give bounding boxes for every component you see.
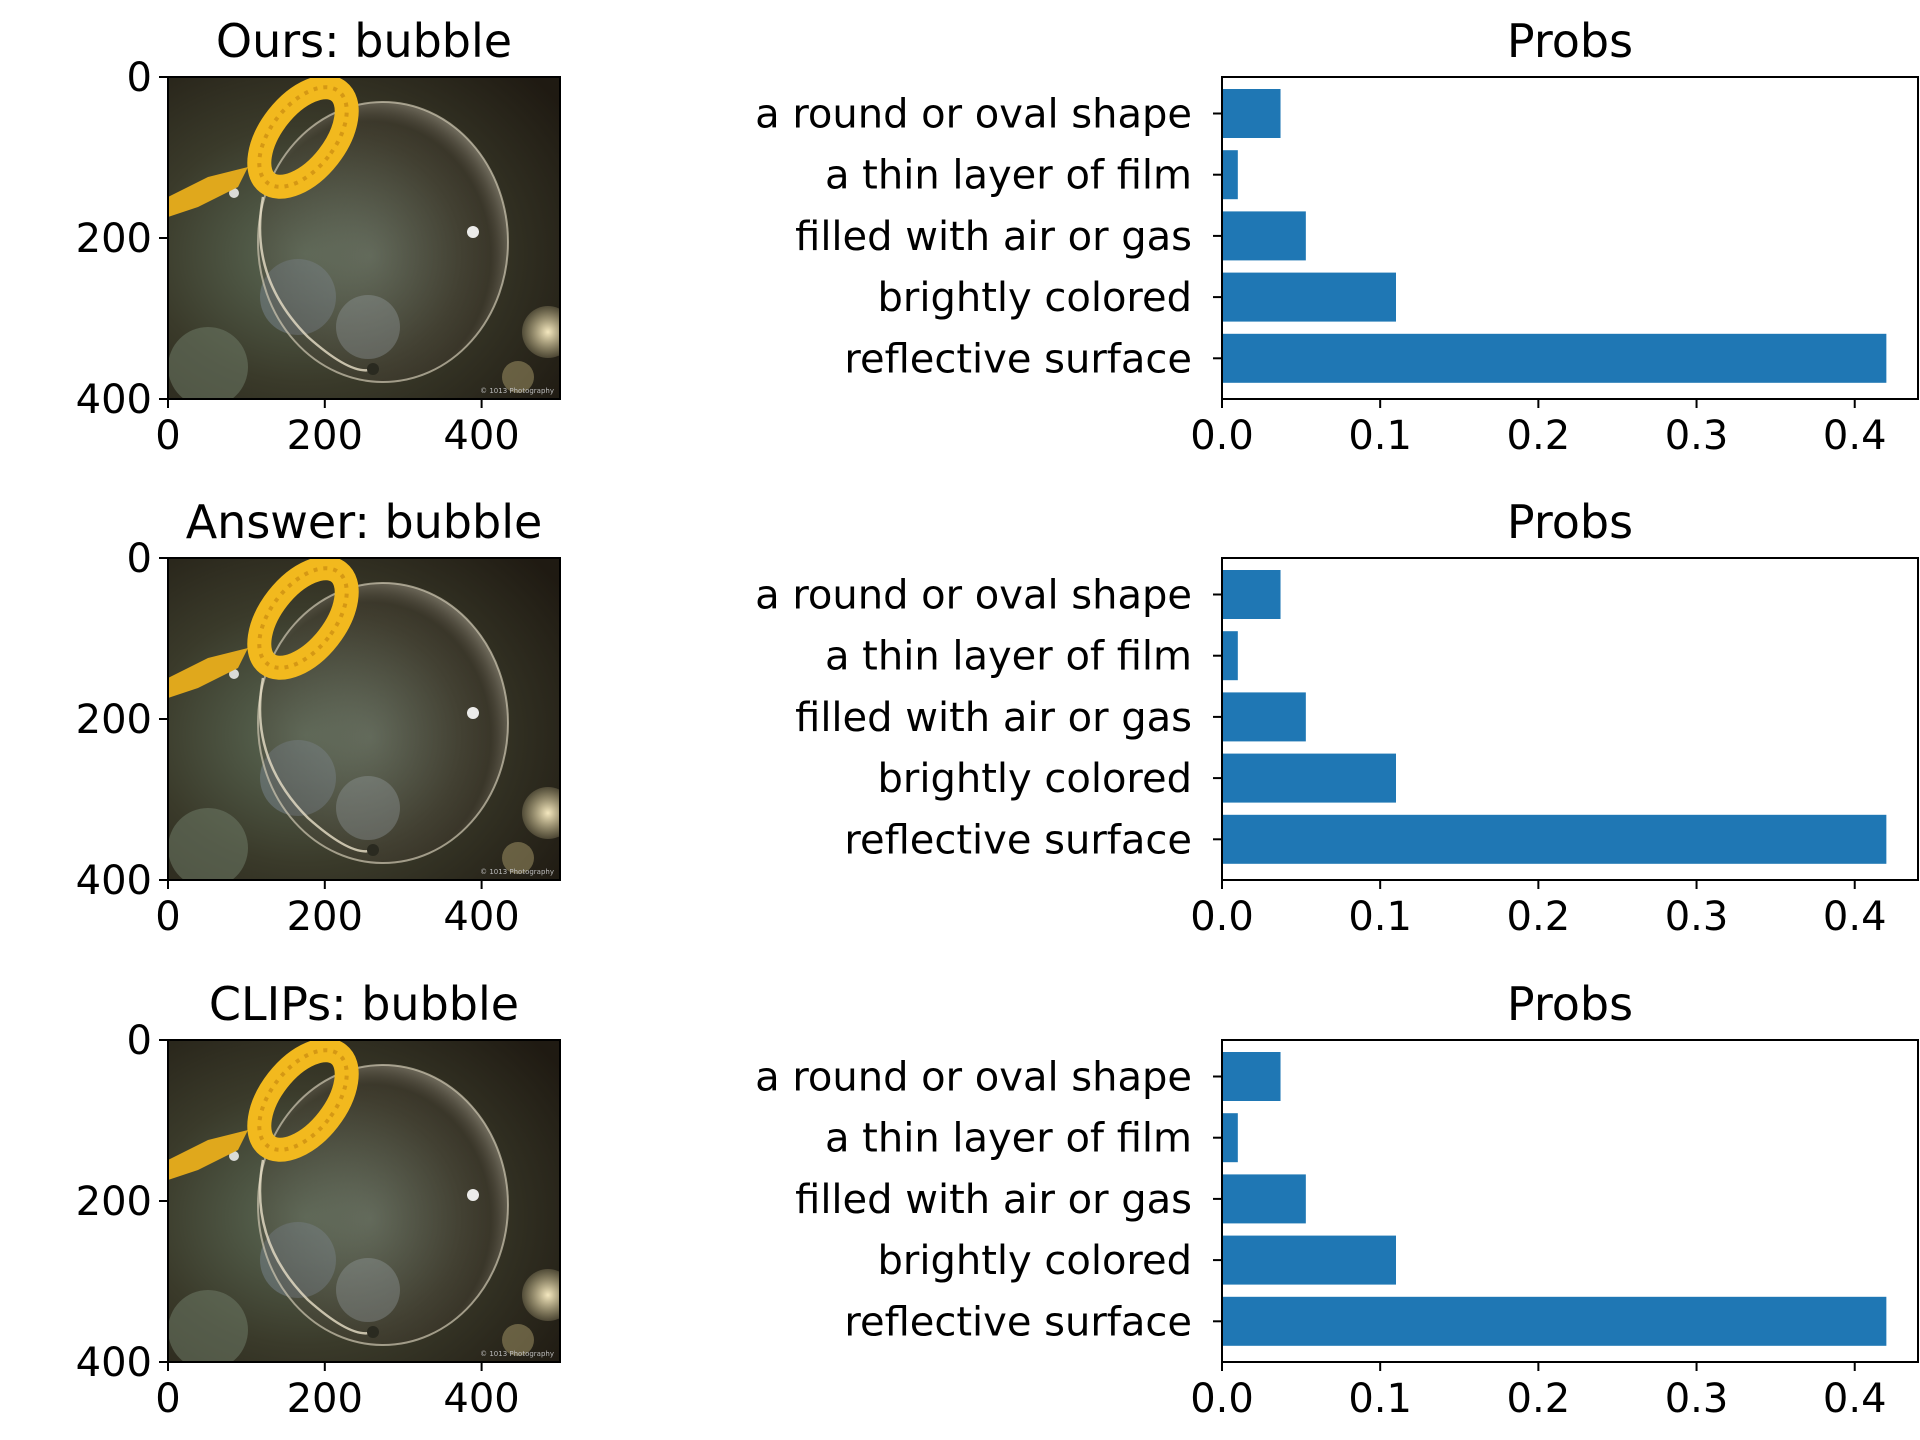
bar	[1222, 1235, 1396, 1285]
x-tick-label: 0.1	[1348, 1376, 1412, 1422]
image-title: Ours: bubble	[216, 14, 512, 68]
category-label: reflective surface	[844, 1299, 1192, 1345]
bar-chart-title: Probs	[1507, 977, 1633, 1031]
x-tick-label: 0.3	[1665, 894, 1729, 940]
x-tick-label: 400	[443, 413, 519, 459]
bar	[1222, 1113, 1238, 1163]
bar	[1222, 1052, 1281, 1101]
x-tick-label: 0.1	[1348, 413, 1412, 459]
subplot-6: Probs a round or oval shape a thin layer o…	[755, 977, 1919, 1422]
category-label: brightly colored	[878, 275, 1193, 321]
category-label: reflective surface	[844, 336, 1192, 382]
bar	[1222, 1296, 1887, 1346]
category-label: a round or oval shape	[755, 92, 1192, 138]
bar	[1222, 692, 1306, 742]
bar	[1222, 1174, 1306, 1224]
bubble-photo	[168, 553, 574, 888]
bar	[1222, 89, 1281, 138]
category-label: brightly colored	[878, 1238, 1193, 1284]
bar-chart-title: Probs	[1507, 495, 1633, 549]
bar	[1222, 631, 1238, 681]
category-label: a thin layer of film	[825, 1116, 1192, 1162]
y-tick-label: 200	[76, 697, 152, 743]
bar-chart-title: Probs	[1507, 14, 1633, 68]
category-label: filled with air or gas	[795, 1177, 1192, 1223]
x-tick-label: 0.0	[1190, 1376, 1254, 1422]
bar	[1222, 570, 1281, 619]
plot-frame	[1221, 1039, 1919, 1363]
x-tick-label: 0.3	[1665, 413, 1729, 459]
plot-frame	[1221, 76, 1919, 400]
x-tick-label: 0.2	[1507, 1376, 1571, 1422]
x-tick-label: 400	[443, 894, 519, 940]
y-tick-label: 200	[76, 1179, 152, 1225]
x-tick-label: 0.2	[1507, 894, 1571, 940]
y-tick-label: 0	[127, 536, 152, 582]
bubble-photo	[168, 1035, 574, 1370]
x-tick-label: 0.0	[1190, 894, 1254, 940]
x-tick-label: 0.2	[1507, 413, 1571, 459]
y-tick-label: 0	[127, 55, 152, 101]
category-label: a thin layer of film	[825, 153, 1192, 199]
category-label: a round or oval shape	[755, 1055, 1192, 1101]
x-tick-label: 200	[287, 413, 363, 459]
x-tick-label: 400	[443, 1376, 519, 1422]
category-label: reflective surface	[844, 817, 1192, 863]
x-tick-label: 0	[155, 413, 180, 459]
category-label: filled with air or gas	[795, 214, 1192, 260]
category-label: filled with air or gas	[795, 695, 1192, 741]
x-tick-label: 200	[287, 1376, 363, 1422]
y-tick-label: 400	[76, 858, 152, 904]
bar	[1222, 814, 1887, 864]
category-label: brightly colored	[878, 756, 1193, 802]
y-tick-label: 200	[76, 216, 152, 262]
x-tick-label: 0.3	[1665, 1376, 1729, 1422]
x-tick-label: 0.0	[1190, 413, 1254, 459]
bar	[1222, 150, 1238, 200]
image-title: Answer: bubble	[186, 495, 543, 549]
bubble-photo	[168, 72, 574, 407]
x-tick-label: 0.4	[1823, 894, 1887, 940]
x-tick-label: 0.4	[1823, 413, 1887, 459]
subplot-4: Probs a round or oval shape a thin layer o…	[755, 495, 1919, 940]
y-tick-label: 0	[127, 1018, 152, 1064]
subplot-2: Probs a round or oval shape a thin layer o…	[755, 14, 1919, 459]
x-tick-label: 0	[155, 1376, 180, 1422]
plot-frame	[1221, 557, 1919, 881]
bar	[1222, 753, 1396, 803]
bar	[1222, 333, 1887, 383]
x-tick-label: 0.1	[1348, 894, 1412, 940]
category-label: a round or oval shape	[755, 573, 1192, 619]
bar	[1222, 211, 1306, 261]
y-tick-label: 400	[76, 377, 152, 423]
x-tick-label: 0.4	[1823, 1376, 1887, 1422]
x-tick-label: 200	[287, 894, 363, 940]
category-label: a thin layer of film	[825, 634, 1192, 680]
x-tick-label: 0	[155, 894, 180, 940]
y-tick-label: 400	[76, 1340, 152, 1386]
bar	[1222, 272, 1396, 322]
image-title: CLIPs: bubble	[209, 977, 519, 1031]
